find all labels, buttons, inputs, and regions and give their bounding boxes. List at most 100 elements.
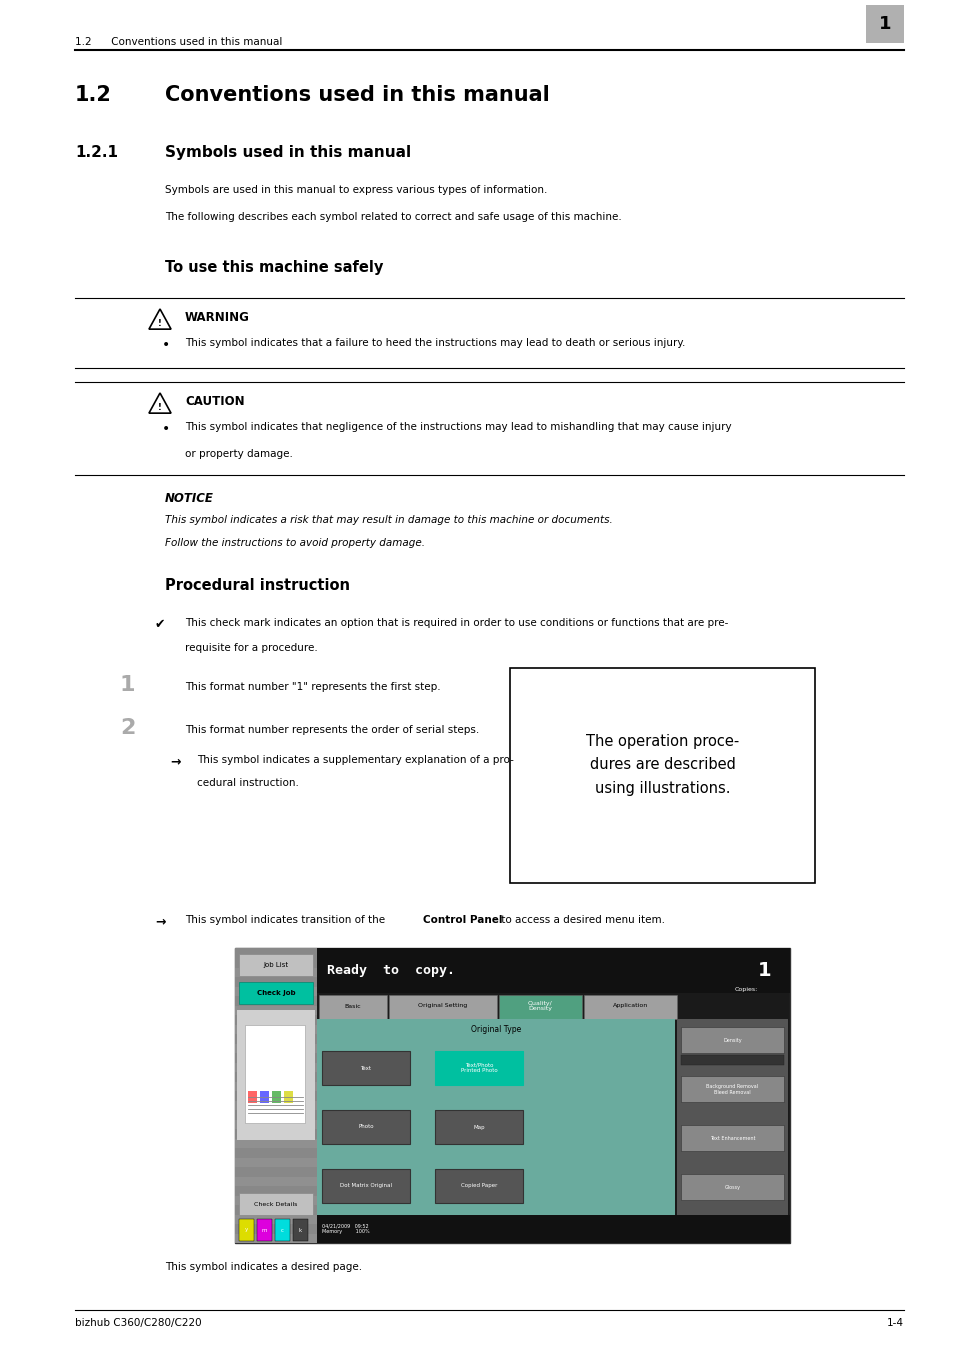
Text: k: k <box>298 1227 302 1233</box>
Bar <box>284 1091 293 1103</box>
Bar <box>322 1169 410 1203</box>
Bar <box>389 995 497 1019</box>
Bar <box>234 1177 316 1187</box>
Text: !: ! <box>158 402 162 412</box>
Bar <box>272 1091 281 1103</box>
Bar <box>260 1091 269 1103</box>
Text: 1.2      Conventions used in this manual: 1.2 Conventions used in this manual <box>75 36 282 47</box>
Bar <box>510 668 814 883</box>
Text: Follow the instructions to avoid property damage.: Follow the instructions to avoid propert… <box>165 539 424 548</box>
Text: Symbols are used in this manual to express various types of information.: Symbols are used in this manual to expre… <box>165 185 547 194</box>
Bar <box>248 1091 256 1103</box>
Bar <box>316 948 789 994</box>
Bar <box>435 1052 522 1085</box>
Bar <box>316 1215 789 1243</box>
Bar <box>234 1102 316 1110</box>
Bar <box>318 1019 672 1041</box>
Bar <box>322 1052 410 1085</box>
Text: Background Removal
Bleed Removal: Background Removal Bleed Removal <box>706 1084 758 1095</box>
Text: •: • <box>162 338 170 352</box>
Text: 1.2.1: 1.2.1 <box>75 144 118 161</box>
Text: Map: Map <box>473 1125 484 1130</box>
Bar <box>234 1044 316 1053</box>
Text: →: → <box>154 915 165 927</box>
Bar <box>680 1027 783 1053</box>
Text: Original Type: Original Type <box>471 1026 520 1034</box>
Text: y: y <box>245 1227 248 1233</box>
Bar <box>435 1110 522 1143</box>
Bar <box>234 1139 316 1147</box>
Bar <box>234 948 789 1243</box>
Text: requisite for a procedure.: requisite for a procedure. <box>185 643 317 653</box>
Bar <box>274 1219 290 1241</box>
Text: Job List: Job List <box>263 963 288 968</box>
Text: This symbol indicates that a failure to heed the instructions may lead to death : This symbol indicates that a failure to … <box>185 338 684 348</box>
Bar <box>236 1010 314 1139</box>
Text: Basic: Basic <box>344 1003 361 1008</box>
Text: Conventions used in this manual: Conventions used in this manual <box>165 85 549 105</box>
Text: 1: 1 <box>758 961 771 980</box>
Text: 1.2: 1.2 <box>75 85 112 105</box>
Text: ✔: ✔ <box>154 618 165 630</box>
Text: or property damage.: or property damage. <box>185 450 293 459</box>
Text: The operation proce-
dures are described
using illustrations.: The operation proce- dures are described… <box>585 734 739 795</box>
Text: c: c <box>281 1227 284 1233</box>
Bar <box>234 968 316 977</box>
Bar <box>677 1019 787 1215</box>
Bar <box>239 954 313 976</box>
Bar <box>680 1126 783 1152</box>
Bar <box>435 1169 522 1203</box>
Text: This symbol indicates a desired page.: This symbol indicates a desired page. <box>165 1262 362 1272</box>
Text: This symbol indicates a risk that may result in damage to this machine or docume: This symbol indicates a risk that may re… <box>165 514 612 525</box>
Bar <box>318 995 387 1019</box>
Bar <box>239 981 313 1004</box>
Text: Copies:: Copies: <box>734 987 758 992</box>
Bar <box>234 1081 316 1091</box>
Text: The following describes each symbol related to correct and safe usage of this ma: The following describes each symbol rela… <box>165 212 621 221</box>
Text: This format number "1" represents the first step.: This format number "1" represents the fi… <box>185 682 440 693</box>
Text: cedural instruction.: cedural instruction. <box>196 778 298 788</box>
Text: Text: Text <box>360 1065 371 1071</box>
Text: This format number represents the order of serial steps.: This format number represents the order … <box>185 725 478 734</box>
Text: Copied Paper: Copied Paper <box>460 1184 497 1188</box>
Text: Application: Application <box>612 1003 647 1008</box>
Text: Control Panel: Control Panel <box>422 915 502 925</box>
Text: Quality/
Density: Quality/ Density <box>528 1000 553 1011</box>
Bar <box>680 1076 783 1103</box>
Text: Ready  to  copy.: Ready to copy. <box>327 964 455 977</box>
Bar <box>234 1006 316 1015</box>
Text: →: → <box>170 755 180 768</box>
Bar <box>680 1056 783 1065</box>
Text: !: ! <box>158 319 162 328</box>
Text: Text/Photo
Printed Photo: Text/Photo Printed Photo <box>460 1062 497 1073</box>
Text: To use this machine safely: To use this machine safely <box>165 261 383 275</box>
Text: Text Enhancement: Text Enhancement <box>709 1135 755 1141</box>
Text: Procedural instruction: Procedural instruction <box>165 578 350 593</box>
Bar <box>498 995 581 1019</box>
Text: NOTICE: NOTICE <box>165 491 213 505</box>
Text: m: m <box>261 1227 267 1233</box>
Bar <box>680 1174 783 1200</box>
Text: 1-4: 1-4 <box>886 1318 903 1328</box>
Bar <box>234 1120 316 1129</box>
Text: 1: 1 <box>878 15 890 32</box>
Text: 04/21/2009   09:52
Memory         100%: 04/21/2009 09:52 Memory 100% <box>322 1223 369 1234</box>
Bar <box>234 948 316 1243</box>
Text: Dot Matrix Original: Dot Matrix Original <box>339 1184 392 1188</box>
Bar <box>293 1219 308 1241</box>
Text: Density: Density <box>722 1038 741 1042</box>
Bar <box>583 995 677 1019</box>
Text: •: • <box>162 423 170 436</box>
Bar <box>234 1215 316 1224</box>
Text: WARNING: WARNING <box>185 310 250 324</box>
Text: Symbols used in this manual: Symbols used in this manual <box>165 144 411 161</box>
Text: 2: 2 <box>120 718 135 738</box>
Text: Check Job: Check Job <box>256 990 295 996</box>
Bar <box>234 1025 316 1034</box>
Text: This symbol indicates a supplementary explanation of a pro-: This symbol indicates a supplementary ex… <box>196 755 514 765</box>
Text: Check Details: Check Details <box>254 1202 297 1207</box>
Bar <box>234 1062 316 1072</box>
Text: CAUTION: CAUTION <box>185 396 244 408</box>
Text: This symbol indicates that negligence of the instructions may lead to mishandlin: This symbol indicates that negligence of… <box>185 423 731 432</box>
Text: to access a desired menu item.: to access a desired menu item. <box>497 915 664 925</box>
